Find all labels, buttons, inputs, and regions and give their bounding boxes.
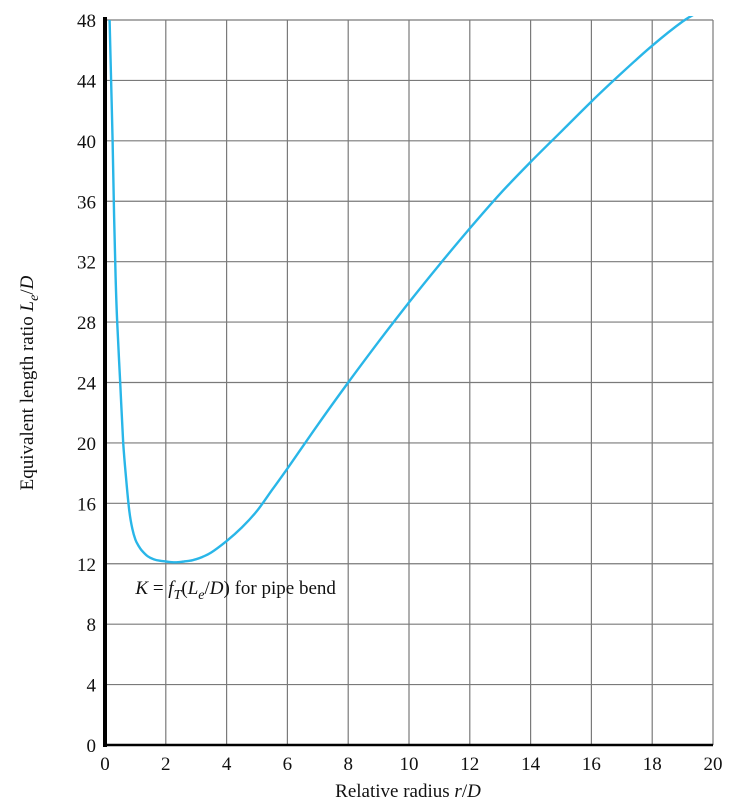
y-tick-label: 12: [77, 555, 96, 576]
x-axis-label-slash: /: [462, 781, 468, 802]
y-axis-label: Equivalent length ratio Le/D: [17, 275, 42, 490]
y-axis-label-prefix: Equivalent length ratio: [17, 311, 38, 490]
x-tick-label: 10: [400, 754, 419, 775]
x-axis-label-prefix: Relative radius: [335, 781, 454, 802]
annotation-e-sub: e: [198, 588, 204, 603]
y-tick-label: 24: [77, 374, 97, 395]
x-tick-label: 0: [100, 754, 110, 775]
annotation-t-sub: T: [174, 588, 183, 603]
y-tick-label: 48: [77, 11, 96, 32]
y-tick-label: 28: [77, 313, 96, 334]
chart-annotation: K = fT(Le/D) for pipe bend: [134, 578, 336, 603]
x-tick-label: 18: [643, 754, 662, 775]
y-tick-label: 40: [77, 132, 96, 153]
annotation-d: D: [209, 578, 224, 599]
x-tick-label: 12: [460, 754, 479, 775]
x-tick-label: 20: [704, 754, 723, 775]
x-tick-label: 8: [343, 754, 353, 775]
y-tick-label: 44: [77, 71, 97, 92]
y-tick-label: 16: [77, 494, 96, 515]
y-axis-label-slash: /: [17, 289, 38, 295]
y-tick-label: 4: [87, 676, 97, 697]
y-axis-label-var2: D: [17, 275, 38, 290]
annotation-close: ) for pipe bend: [224, 578, 337, 599]
annotation-open: (: [181, 578, 187, 599]
x-tick-label: 14: [521, 754, 541, 775]
x-tick-label: 2: [161, 754, 171, 775]
chart-grid: [105, 19, 714, 745]
y-tick-label: 32: [77, 253, 96, 274]
x-axis-label: Relative radius r/D: [335, 781, 481, 802]
x-tick-label: 4: [222, 754, 232, 775]
chart-axes: [103, 17, 713, 747]
annotation-k: K: [134, 578, 149, 599]
x-axis-label-var: r: [454, 781, 462, 802]
y-tick-label: 36: [77, 192, 96, 213]
y-axis-label-sub: e: [27, 295, 42, 301]
annotation-l: L: [187, 578, 199, 599]
x-tick-label: 6: [283, 754, 293, 775]
y-tick-label: 8: [87, 615, 97, 636]
chart-series: [108, 16, 694, 564]
x-axis-label-var2: D: [466, 781, 481, 802]
x-tick-label: 16: [582, 754, 601, 775]
annotation-f: f: [168, 578, 176, 599]
y-tick-label: 0: [87, 736, 97, 757]
annotation-slash: /: [205, 578, 211, 599]
x-axis-ticks: 0 2 4 6 8 10 12 14 16 18 20: [100, 754, 722, 775]
annotation-eq: =: [148, 578, 168, 599]
y-tick-label: 20: [77, 434, 96, 455]
y-axis-label-var: L: [17, 301, 38, 313]
series-line: [108, 16, 694, 564]
